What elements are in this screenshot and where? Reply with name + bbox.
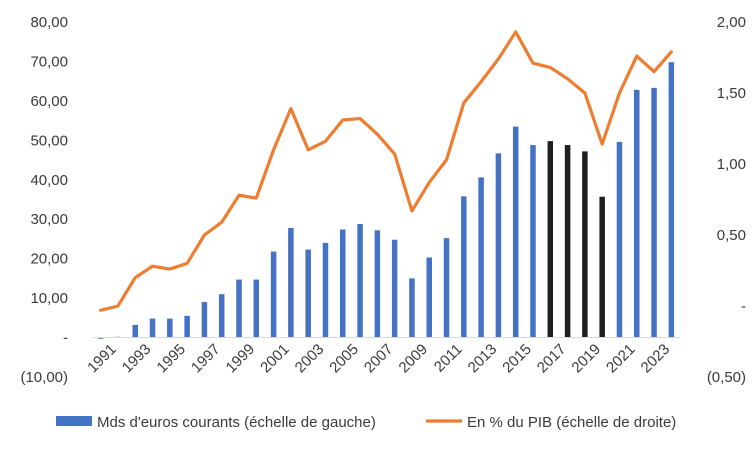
x-tick-label: 1997 [188,341,224,377]
bar-2020 [599,196,605,338]
x-tick-label: 2001 [257,341,293,377]
bar-1998 [218,294,225,338]
x-tick-label: 2017 [534,341,570,377]
left-tick-label: 70,00 [30,53,68,70]
bar-2004 [322,242,329,338]
bar-1993 [132,324,138,338]
bar-2008 [391,239,398,338]
legend-bar-label: Mds d'euros courants (échelle de gauche) [97,414,376,431]
legend-line-label: En % du PIB (échelle de droite) [467,414,676,431]
bar-1991 [97,337,104,339]
x-tick-label: 2019 [568,341,604,377]
left-tick-label: 30,00 [30,211,68,228]
gdp-share-line [99,30,673,312]
right-tick-label: 2,00 [717,14,746,31]
bar-2022 [634,89,640,338]
x-tick-label: 2003 [292,341,328,377]
bar-2021 [616,141,623,338]
left-tick-label: - [63,330,68,347]
bar-2023 [651,87,657,338]
left-tick-label: 10,00 [30,290,68,307]
bar-2015 [512,126,519,338]
bar-2011 [443,238,450,338]
left-tick-label: 50,00 [30,132,68,149]
bar-2018 [564,145,571,338]
bar-2005 [340,229,346,338]
x-tick-label: 1995 [153,341,189,377]
bar-2024 [668,62,675,338]
bar-2014 [495,153,502,338]
legend: Mds d'euros courants (échelle de gauche)… [56,414,676,431]
right-tick-label: (0,50) [707,369,746,386]
left-tick-label: 20,00 [30,251,68,268]
bar-2013 [478,177,484,338]
bar-2002 [288,227,294,338]
legend-bar-swatch [56,416,92,426]
bar-2001 [270,251,277,338]
line-series [99,30,673,312]
x-axis-ticks: 1991199319951997199920012003200520072009… [84,341,673,377]
x-tick-label: 2005 [326,341,362,377]
x-tick-label: 1999 [223,341,259,377]
bar-2000 [253,279,260,338]
bar-2006 [357,223,363,338]
x-tick-label: 1991 [84,341,120,377]
bar-1997 [201,302,208,338]
left-tick-label: 60,00 [30,93,68,110]
bar-2012 [461,196,467,338]
right-axis-ticks: (0,50) - 0,50 1,00 1,50 2,00 [707,14,746,386]
left-tick-label: 40,00 [30,172,68,189]
bar-2016 [530,145,536,338]
x-tick-label: 2023 [638,341,674,377]
x-tick-label: 1993 [119,341,155,377]
bar-2007 [374,230,381,338]
left-tick-label: (10,00) [20,369,68,386]
bar-1994 [149,318,156,338]
bar-2003 [305,249,311,338]
x-tick-label: 2015 [499,341,535,377]
bar-2009 [409,278,415,338]
bar-1995 [167,318,173,338]
x-tick-label: 2009 [396,341,432,377]
left-axis-ticks: (10,00) - 10,00 20,00 30,00 40,00 50,00 60,00 70… [20,14,68,386]
x-tick-label: 2021 [603,341,639,377]
right-tick-label: 0,50 [717,227,746,244]
x-tick-label: 2007 [361,341,397,377]
bar-2010 [426,257,432,338]
right-tick-label: 1,50 [717,85,746,102]
bar-1996 [184,315,190,338]
bar-2017 [547,141,554,338]
bar-series [97,62,675,339]
x-tick-label: 2011 [431,341,466,376]
left-tick-label: 80,00 [30,14,68,31]
x-tick-label: 2013 [465,341,501,377]
bar-1999 [236,279,242,338]
right-tick-label: 1,00 [717,156,746,173]
right-tick-label: - [741,298,746,315]
bar-2019 [582,151,588,338]
